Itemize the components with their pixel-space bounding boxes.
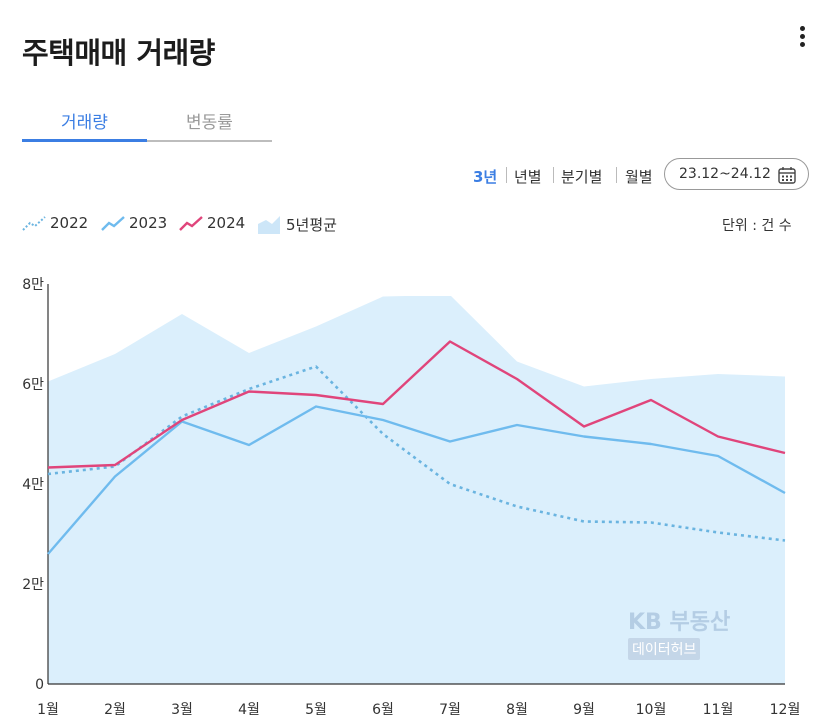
tab-volume[interactable]: 거래량 xyxy=(22,108,147,142)
y-tick-label: 0 xyxy=(35,677,44,693)
date-range-text: 23.12~24.12 xyxy=(679,166,771,182)
x-tick-label: 10월 xyxy=(636,702,667,718)
calendar-icon xyxy=(778,167,796,184)
series-line-2023 xyxy=(47,405,786,555)
legend-label-2023: 2023 xyxy=(129,214,168,232)
divider xyxy=(616,167,617,183)
tab-bar: 거래량 변동률 xyxy=(22,108,272,142)
area-icon xyxy=(258,216,280,234)
x-tick-label: 8월 xyxy=(506,702,528,718)
x-tick-label: 2월 xyxy=(104,702,126,718)
y-tick-label: 6만 xyxy=(22,377,44,393)
unit-label: 단위 : 건 수 xyxy=(722,218,792,234)
line-icon xyxy=(179,216,203,231)
legend-label-2024: 2024 xyxy=(207,214,246,232)
x-tick-label: 12월 xyxy=(770,702,801,718)
x-tick-label: 4월 xyxy=(238,702,260,718)
more-options-icon[interactable] xyxy=(794,24,812,50)
dotted-line-icon xyxy=(22,216,46,231)
y-tick-label: 8만 xyxy=(22,277,44,293)
series-line-2024 xyxy=(47,340,786,469)
x-tick-label: 7월 xyxy=(439,702,461,718)
y-tick-label: 4만 xyxy=(22,477,44,493)
x-tick-label: 6월 xyxy=(372,702,394,718)
period-yearly[interactable]: 년별 xyxy=(514,168,542,186)
x-tick-label: 1월 xyxy=(37,702,59,718)
tab-change-rate[interactable]: 변동률 xyxy=(186,113,233,133)
chart-plot: 0 2만 4만 6만 8만 1월 2월 3월 4월 5월 6월 7월 8월 9월 10월 11월 12월 xyxy=(22,277,801,718)
x-tick-label: 3월 xyxy=(171,702,193,718)
x-tick-label: 11월 xyxy=(703,702,734,718)
line-icon xyxy=(101,216,125,231)
series-area-5yr-avg xyxy=(48,296,785,684)
page-title: 주택매매 거래량 xyxy=(22,36,215,70)
legend-label-2022: 2022 xyxy=(50,214,89,232)
y-tick-label: 2만 xyxy=(22,577,44,593)
legend-label-5yr-avg: 5년평균 xyxy=(286,216,337,234)
date-range-picker[interactable]: 23.12~24.12 xyxy=(664,158,809,190)
x-tick-label: 5월 xyxy=(305,702,327,718)
period-monthly[interactable]: 월별 xyxy=(625,168,653,186)
period-3year[interactable]: 3년 xyxy=(473,168,498,186)
period-quarterly[interactable]: 분기별 xyxy=(561,168,603,186)
divider xyxy=(506,167,507,183)
x-tick-label: 9월 xyxy=(573,702,595,718)
divider xyxy=(553,167,554,183)
